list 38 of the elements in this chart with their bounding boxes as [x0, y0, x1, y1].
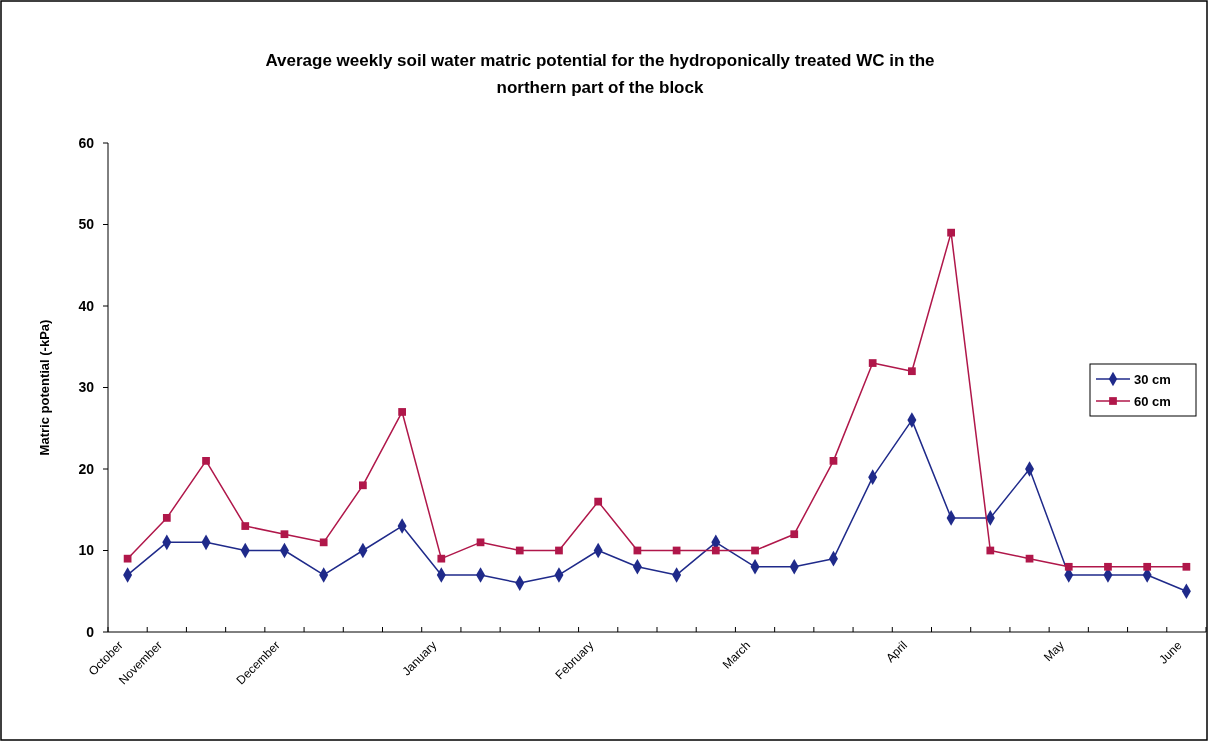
point: [751, 546, 759, 555]
point: [594, 497, 603, 506]
point: [986, 546, 995, 555]
point: [319, 538, 328, 547]
point: [1182, 562, 1191, 571]
point: [790, 530, 799, 539]
point: [359, 481, 367, 490]
legend-label: 30 cm: [1134, 371, 1171, 387]
point: [162, 514, 171, 522]
x-tick-label: May: [1040, 638, 1067, 665]
chart-title: Average weekly soil water matric potential for the hydroponically treated WC in the northern part of the block: [265, 51, 935, 97]
y-tick-label: 20: [78, 460, 95, 477]
point: [1104, 562, 1112, 571]
point: [515, 546, 524, 555]
point: [1064, 562, 1073, 571]
point: [476, 538, 485, 547]
point: [202, 456, 210, 465]
y-tick-label: 60: [78, 134, 95, 151]
point: [1143, 562, 1152, 571]
y-tick-label: 40: [78, 297, 95, 314]
point: [398, 408, 406, 416]
point: [123, 554, 132, 563]
point: [868, 359, 877, 367]
point: [1025, 554, 1034, 563]
y-tick-label: 0: [86, 623, 95, 640]
point: [908, 367, 916, 376]
y-tick-label: 10: [78, 542, 95, 559]
point: [280, 530, 289, 539]
point: [829, 456, 838, 465]
legend-label: 60 cm: [1134, 393, 1171, 409]
y-tick-label: 30: [78, 379, 95, 396]
point: [555, 546, 563, 555]
point: [947, 228, 955, 237]
y-tick-label: 50: [78, 216, 95, 233]
y-axis-title: Matric potential (-kPa): [37, 319, 52, 456]
point: [241, 522, 250, 530]
point: [711, 546, 720, 555]
point: [437, 554, 446, 563]
